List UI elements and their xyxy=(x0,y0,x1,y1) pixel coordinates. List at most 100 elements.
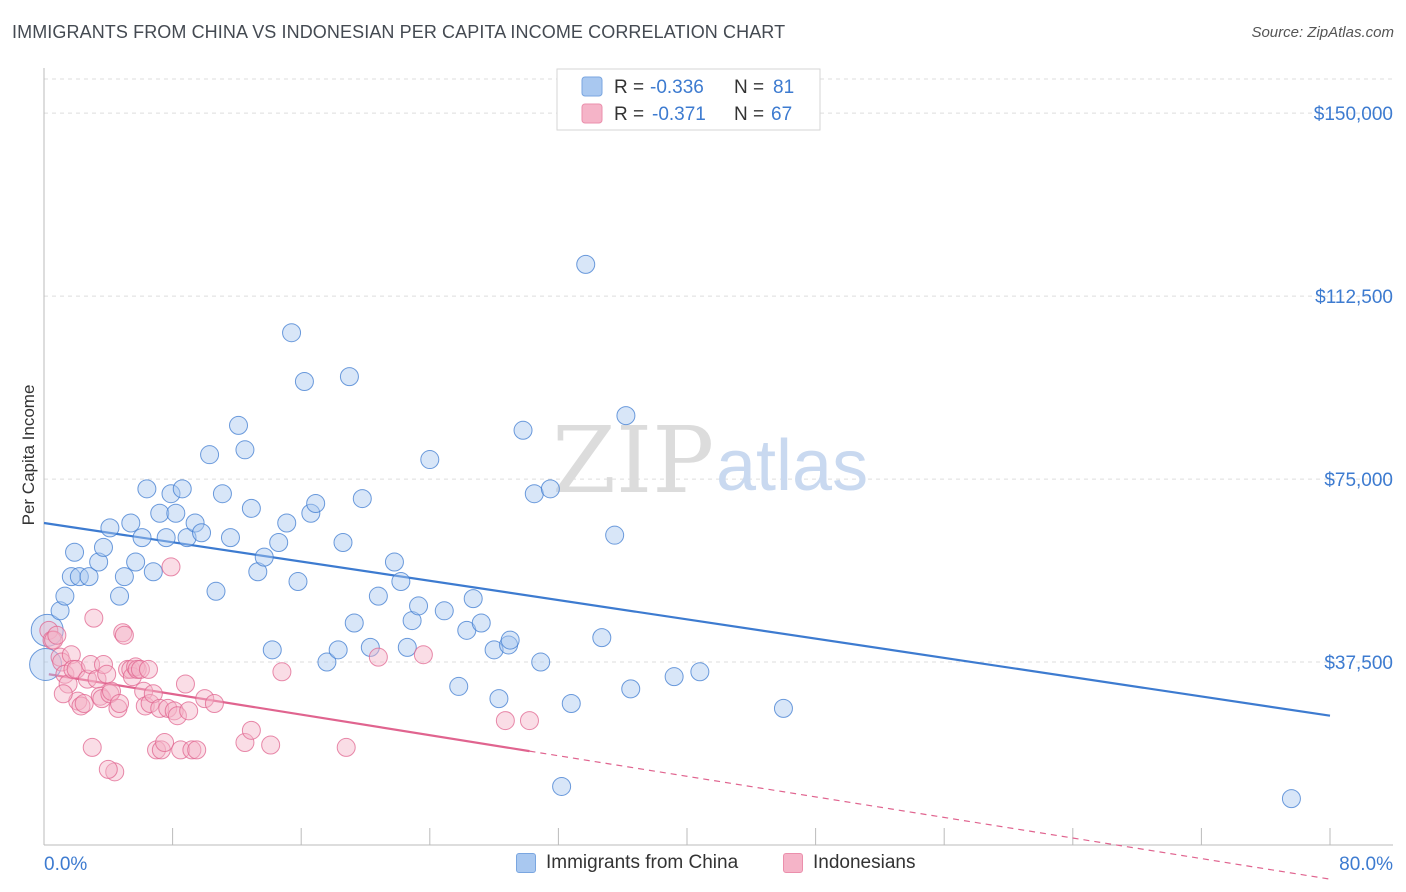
point-indonesians xyxy=(161,557,181,577)
bottom-legend-china: Immigrants from China xyxy=(516,852,738,874)
series-indonesians xyxy=(39,557,539,782)
point-china xyxy=(161,484,181,504)
point-china xyxy=(552,776,572,796)
point-indonesians xyxy=(98,759,118,779)
point-china xyxy=(206,581,226,601)
point-indonesians xyxy=(84,608,104,628)
point-indonesians xyxy=(53,684,73,704)
point-indonesians xyxy=(241,720,261,740)
point-china xyxy=(352,489,372,509)
point-china xyxy=(434,601,454,621)
point-china xyxy=(55,586,75,606)
legend-r-value-2: -0.371 xyxy=(652,104,706,125)
point-china xyxy=(212,484,232,504)
point-china xyxy=(254,547,274,567)
point-indonesians xyxy=(97,664,117,684)
point-china xyxy=(463,589,483,609)
point-china xyxy=(277,513,297,533)
point-china xyxy=(166,503,186,523)
point-indonesians xyxy=(187,740,207,760)
point-indonesians xyxy=(495,711,515,731)
point-china xyxy=(344,613,364,633)
point-china xyxy=(368,586,388,606)
point-china xyxy=(121,513,141,533)
point-indonesians xyxy=(368,647,388,667)
point-china xyxy=(235,440,255,460)
point-china xyxy=(269,533,289,553)
point-indonesians xyxy=(195,689,215,709)
point-china xyxy=(294,371,314,391)
chart-title: IMMIGRANTS FROM CHINA VS INDONESIAN PER … xyxy=(12,22,786,42)
trend-line-1 xyxy=(43,521,1331,717)
point-china xyxy=(333,533,353,553)
point-indonesians xyxy=(155,733,175,753)
legend-r-value-1: -0.336 xyxy=(650,77,704,98)
point-china xyxy=(143,562,163,582)
stats-legend: R = -0.336 N = 81 R = -0.371 N = 67 xyxy=(556,68,821,131)
point-indonesians xyxy=(519,711,539,731)
point-indonesians xyxy=(130,659,150,679)
point-china xyxy=(306,493,326,513)
point-china xyxy=(114,567,134,587)
point-china xyxy=(137,479,157,499)
point-china xyxy=(126,552,146,572)
point-indonesians xyxy=(182,740,202,760)
point-china xyxy=(360,637,380,657)
point-indonesians xyxy=(77,669,97,689)
point-indonesians xyxy=(82,737,102,757)
point-china xyxy=(172,479,192,499)
y-axis-title: Per Capita Income xyxy=(19,385,38,526)
legend-n-label-1: N = xyxy=(734,77,764,98)
point-china xyxy=(576,254,596,274)
chart-source: Source: ZipAtlas.com xyxy=(1251,24,1394,41)
point-china xyxy=(93,537,113,557)
point-china xyxy=(262,640,282,660)
point-indonesians xyxy=(179,701,199,721)
legend-n-value-1: 81 xyxy=(773,77,794,98)
point-indonesians xyxy=(147,740,167,760)
point-indonesians xyxy=(71,696,91,716)
point-china xyxy=(192,523,212,543)
point-indonesians xyxy=(167,706,187,726)
point-china xyxy=(397,637,417,657)
point-china xyxy=(391,572,411,592)
point-china xyxy=(200,445,220,465)
watermark: ZIP atlas xyxy=(552,407,868,514)
y-tick-labels: $37,500 $75,000 $112,500 $150,000 xyxy=(1314,104,1393,674)
point-china xyxy=(690,662,710,682)
point-china xyxy=(229,415,249,435)
trend-line-2 xyxy=(48,673,530,753)
point-china xyxy=(301,503,321,523)
point-china xyxy=(616,406,636,426)
point-china xyxy=(328,640,348,660)
point-indonesians xyxy=(150,698,170,718)
bottom-legend-label-china: Immigrants from China xyxy=(546,852,739,873)
point-indonesians xyxy=(61,645,81,665)
point-china xyxy=(420,450,440,470)
point-indonesians xyxy=(413,645,433,665)
point-china xyxy=(489,689,509,709)
point-china xyxy=(621,679,641,699)
point-china xyxy=(29,647,63,681)
gridlines xyxy=(44,78,1393,663)
bottom-legend-indonesians: Indonesians xyxy=(783,852,915,874)
point-china xyxy=(773,698,793,718)
point-indonesians xyxy=(272,662,292,682)
point-china xyxy=(50,601,70,621)
point-china xyxy=(513,420,533,440)
y-tick-label: $150,000 xyxy=(1314,104,1393,125)
point-indonesians xyxy=(110,694,130,714)
x-tick-label-max: 80.0% xyxy=(1339,854,1393,875)
point-china xyxy=(177,528,197,548)
point-china xyxy=(282,323,302,343)
y-tick-label: $75,000 xyxy=(1324,470,1393,491)
point-indonesians xyxy=(171,740,191,760)
point-china xyxy=(220,528,240,548)
point-china xyxy=(288,572,308,592)
point-china xyxy=(339,367,359,387)
point-china xyxy=(317,652,337,672)
point-indonesians xyxy=(47,625,67,645)
y-tick-label: $37,500 xyxy=(1324,653,1393,674)
watermark-zip: ZIP xyxy=(552,407,714,514)
trend-lines xyxy=(43,521,1331,880)
